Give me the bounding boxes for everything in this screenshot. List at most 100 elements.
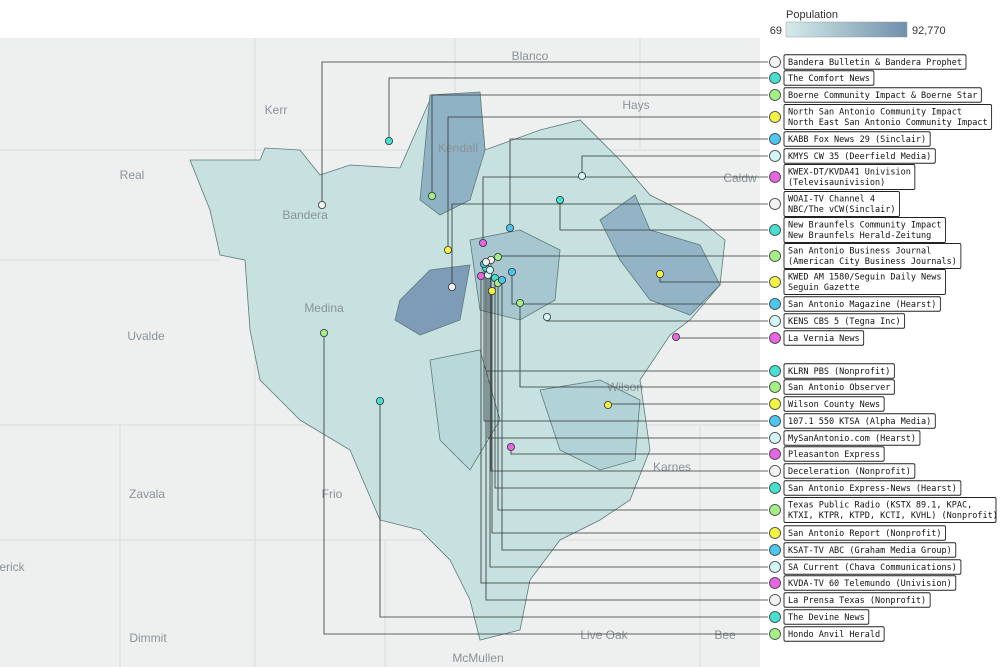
outlet-name: KENS CBS 5 (Tegna Inc) <box>788 317 901 327</box>
outlet-box <box>783 592 931 608</box>
outlet-box <box>783 104 993 130</box>
leader-line <box>480 276 768 584</box>
outlet-box <box>783 363 895 379</box>
legend-swatch <box>769 224 781 236</box>
place-label: Real <box>120 168 145 182</box>
outlet-name: Pleasanton Express <box>788 450 880 460</box>
legend-swatch <box>769 448 781 460</box>
leader-line <box>659 274 768 283</box>
legend-swatch <box>769 398 781 410</box>
outlet-name: Seguin Gazette <box>788 283 860 293</box>
leader-line <box>447 116 768 250</box>
leader-line <box>323 333 768 635</box>
place-label: Zavala <box>129 487 165 501</box>
leader-line <box>379 401 768 618</box>
leader-line <box>494 278 768 489</box>
leader-line <box>581 155 768 176</box>
outlet-dot <box>543 312 552 321</box>
leader-line <box>451 203 768 287</box>
outlet-dot <box>505 223 514 232</box>
outlet-name: KVDA-TV 60 Telemundo (Univision) <box>788 579 952 589</box>
leader-line <box>485 262 768 601</box>
outlet-name: New Braunfels Community Impact <box>788 221 942 231</box>
outlet-name: KMYS CW 35 (Deerfield Media) <box>788 152 931 162</box>
legend-swatch <box>769 415 781 427</box>
outlet-box <box>783 542 957 558</box>
outlet-name: 107.1 550 KTSA (Alpha Media) <box>788 417 931 427</box>
legend-swatch <box>769 111 781 123</box>
outlet-name: (American City Business Journals) <box>788 257 957 267</box>
outlet-name: Texas Public Radio (KSTX 89.1, KPAC, <box>788 501 972 511</box>
outlet-name: SA Current (Chava Communications) <box>788 563 957 573</box>
leader-line <box>497 283 768 511</box>
legend-swatch <box>769 365 781 377</box>
legend-title: Population <box>786 9 838 21</box>
legend-swatch <box>769 315 781 327</box>
colorbar <box>785 21 908 38</box>
outlet-box <box>783 463 916 479</box>
outlet-name: Boerne Community Impact & Boerne Star <box>788 91 977 101</box>
outlet-name: North East San Antonio Community Impact <box>788 118 988 128</box>
outlet-name: San Antonio Express-News (Hearst) <box>788 484 957 494</box>
place-label: Kendall <box>438 141 478 155</box>
legend-swatch <box>769 432 781 444</box>
outlet-box <box>783 54 967 70</box>
map-labels: Blanco Kerr Hays Real Bandera Kendall Caldw Uva… <box>0 49 757 665</box>
outlet-dot <box>497 275 506 284</box>
outlet-name: Bandera Bulletin & Bandera Prophet <box>788 58 962 68</box>
leader-line <box>487 275 768 439</box>
legend-swatch <box>769 381 781 393</box>
outlet-box <box>783 330 865 346</box>
legend-min: 69 <box>770 25 782 37</box>
outlet-dot <box>427 191 436 200</box>
outlet-box <box>783 497 997 523</box>
population-region <box>189 91 726 641</box>
leader-line <box>509 138 768 228</box>
outlet-name: San Antonio Observer <box>788 383 890 393</box>
legend-swatch <box>769 150 781 162</box>
outlet-box <box>783 131 931 147</box>
place-label: erick <box>0 560 26 574</box>
legend-swatch <box>769 171 781 183</box>
place-label: Blanco <box>512 49 549 63</box>
place-label: Hays <box>622 98 649 112</box>
legend-swatch <box>769 504 781 516</box>
place-label: Medina <box>304 301 344 315</box>
outlet-name: San Antonio Magazine (Hearst) <box>788 300 936 310</box>
outlet-name: San Antonio Business Journal <box>788 247 931 257</box>
leader-line <box>511 272 768 305</box>
outlet-box <box>783 296 941 312</box>
outlet-name: KABB Fox News 29 (Sinclair) <box>788 135 926 145</box>
outlet-name: Hondo Anvil Herald <box>788 630 880 640</box>
legend-swatch <box>769 332 781 344</box>
legend-swatch <box>769 72 781 84</box>
outlet-dot <box>672 332 681 341</box>
outlet-name: (Televisaunivision) <box>788 178 885 188</box>
outlet-name: KTXI, KTPR, KTPD, KCTI, KVHL) (Nonprofit… <box>788 511 998 521</box>
leader-line <box>519 303 768 388</box>
outlet-dot <box>516 298 525 307</box>
outlet-dot <box>507 267 516 276</box>
place-label: Caldw <box>723 171 757 185</box>
legend-swatch <box>769 611 781 623</box>
leader-line <box>321 61 768 205</box>
place-label: Uvalde <box>127 329 165 343</box>
leader-line <box>501 280 768 551</box>
outlet-name: North San Antonio Community Impact <box>788 108 962 118</box>
leader-line <box>483 264 768 422</box>
outlet-box <box>783 609 870 625</box>
outlet-dot <box>443 245 452 254</box>
leader-line <box>490 260 768 472</box>
outlet-box <box>783 191 900 217</box>
outlet-box <box>783 164 916 190</box>
leader-line <box>482 176 768 243</box>
place-label: Bandera <box>282 208 328 222</box>
outlet-box <box>783 480 962 496</box>
outlet-box <box>783 243 962 269</box>
leader-lines <box>321 61 768 635</box>
outlet-dot <box>656 269 665 278</box>
leader-line <box>489 270 768 568</box>
outlet-box <box>783 87 982 103</box>
outlet-dot <box>493 252 502 261</box>
